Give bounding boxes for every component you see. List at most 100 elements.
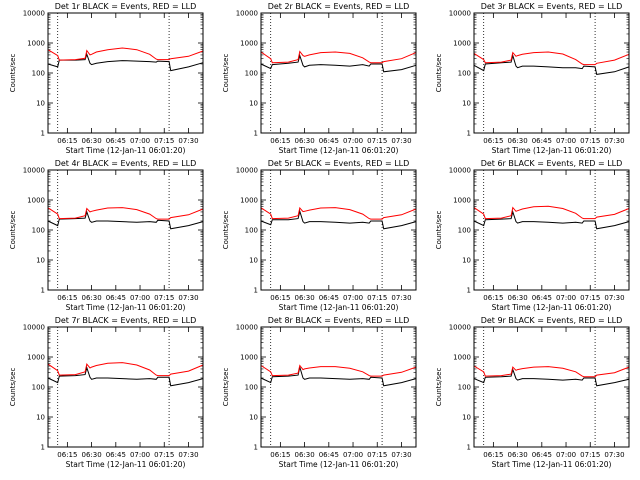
y-tick-label: 100 (32, 227, 45, 235)
plot-frame (260, 169, 417, 291)
y-tick-label: 1000 (27, 354, 45, 362)
y-axis-label: Counts/sec (435, 54, 443, 93)
chart-title: Det 4r BLACK = Events, RED = LLD (55, 159, 197, 168)
x-tick-label: 07:15 (580, 294, 600, 302)
y-tick-label: 1 (467, 444, 471, 452)
y-axis-label: Counts/sec (9, 54, 17, 93)
series-events-line (47, 365, 204, 387)
x-axis-label: Start Time (12-Jan-11 06:01:20) (66, 460, 186, 469)
x-tick-label: 06:30 (82, 451, 102, 459)
chart-title: Det 7r BLACK = Events, RED = LLD (55, 316, 197, 325)
y-tick-label: 10 (462, 414, 471, 422)
x-axis-label: Start Time (12-Jan-11 06:01:20) (279, 460, 399, 469)
y-axis-label: Counts/sec (222, 368, 230, 407)
x-axis-label: Start Time (12-Jan-11 06:01:20) (492, 303, 612, 312)
x-tick-label: 06:45 (319, 137, 339, 145)
y-tick-label: 10000 (23, 324, 45, 332)
y-tick-label: 100 (245, 227, 258, 235)
y-tick-label: 10000 (449, 10, 471, 18)
panel-6: Det 6r BLACK = Events, RED = LLD Counts/s… (435, 159, 630, 312)
x-axis-label: Start Time (12-Jan-11 06:01:20) (66, 303, 186, 312)
x-tick-label: 07:15 (154, 294, 174, 302)
chart-title: Det 2r BLACK = Events, RED = LLD (268, 2, 410, 11)
y-tick-label: 1 (41, 287, 45, 295)
panel-7: Det 7r BLACK = Events, RED = LLD Counts/s… (9, 316, 204, 469)
x-axis-label: Start Time (12-Jan-11 06:01:20) (492, 146, 612, 155)
y-tick-label: 1 (41, 444, 45, 452)
x-tick-label: 06:45 (106, 451, 126, 459)
x-axis-label: Start Time (12-Jan-11 06:01:20) (279, 303, 399, 312)
series-events-line (473, 210, 630, 230)
x-tick-label: 06:45 (319, 451, 339, 459)
y-tick-label: 10 (249, 257, 258, 265)
plot-frame (47, 12, 204, 134)
series-events-line (47, 210, 204, 230)
y-tick-label: 1000 (27, 197, 45, 205)
panel-1: Det 1r BLACK = Events, RED = LLD Counts/s… (9, 2, 204, 155)
x-tick-label: 07:30 (178, 137, 198, 145)
y-tick-label: 100 (458, 384, 471, 392)
series-lld-line (47, 362, 204, 377)
y-tick-label: 1 (467, 287, 471, 295)
x-tick-label: 06:15 (270, 137, 290, 145)
y-axis-label: Counts/sec (9, 368, 17, 407)
x-tick-label: 07:30 (391, 451, 411, 459)
x-tick-label: 06:30 (295, 451, 315, 459)
x-tick-label: 06:15 (483, 137, 503, 145)
y-tick-label: 10 (249, 100, 258, 108)
x-tick-label: 07:30 (604, 294, 624, 302)
y-tick-label: 1000 (240, 40, 258, 48)
x-axis-label: Start Time (12-Jan-11 06:01:20) (279, 146, 399, 155)
plot-frame (473, 169, 630, 291)
x-tick-label: 06:30 (82, 137, 102, 145)
x-tick-label: 07:15 (154, 451, 174, 459)
y-tick-label: 10000 (236, 167, 258, 175)
y-tick-label: 10000 (449, 167, 471, 175)
x-tick-label: 07:30 (391, 294, 411, 302)
y-tick-label: 1 (41, 130, 45, 138)
panel-2: Det 2r BLACK = Events, RED = LLD Counts/s… (222, 2, 417, 155)
x-tick-label: 07:30 (178, 451, 198, 459)
x-tick-label: 07:15 (367, 294, 387, 302)
panel-8: Det 8r BLACK = Events, RED = LLD Counts/s… (222, 316, 417, 469)
series-lld-line (260, 50, 417, 64)
y-tick-label: 10000 (23, 167, 45, 175)
x-tick-label: 07:30 (178, 294, 198, 302)
y-tick-label: 10 (249, 414, 258, 422)
chart-title: Det 9r BLACK = Events, RED = LLD (481, 316, 623, 325)
x-tick-label: 06:45 (532, 137, 552, 145)
y-tick-label: 10 (36, 100, 45, 108)
x-tick-label: 07:30 (604, 451, 624, 459)
x-axis-label: Start Time (12-Jan-11 06:01:20) (66, 146, 186, 155)
y-tick-label: 10000 (236, 10, 258, 18)
y-tick-label: 100 (32, 384, 45, 392)
y-tick-label: 10 (462, 100, 471, 108)
y-axis-label: Counts/sec (435, 211, 443, 250)
series-events-line (473, 367, 630, 387)
x-tick-label: 07:15 (580, 451, 600, 459)
panel-4: Det 4r BLACK = Events, RED = LLD Counts/s… (9, 159, 204, 312)
y-tick-label: 100 (458, 227, 471, 235)
y-axis-label: Counts/sec (222, 54, 230, 93)
x-tick-label: 06:30 (82, 294, 102, 302)
y-tick-label: 10 (462, 257, 471, 265)
x-tick-label: 07:00 (343, 137, 363, 145)
x-tick-label: 06:30 (295, 137, 315, 145)
plot-frame (473, 326, 630, 448)
x-tick-label: 06:30 (508, 137, 528, 145)
plot-frame (47, 169, 204, 291)
y-tick-label: 1 (254, 130, 258, 138)
y-tick-label: 1000 (453, 197, 471, 205)
series-events-line (473, 53, 630, 75)
y-tick-label: 1 (254, 287, 258, 295)
x-tick-label: 07:00 (556, 294, 576, 302)
x-tick-label: 06:15 (57, 294, 77, 302)
series-events-line (260, 53, 417, 73)
chart-title: Det 6r BLACK = Events, RED = LLD (481, 159, 623, 168)
series-events-line (47, 52, 204, 72)
x-tick-label: 07:30 (604, 137, 624, 145)
plot-frame (47, 326, 204, 448)
series-lld-line (47, 207, 204, 220)
x-tick-label: 06:15 (270, 451, 290, 459)
x-tick-label: 07:00 (343, 294, 363, 302)
